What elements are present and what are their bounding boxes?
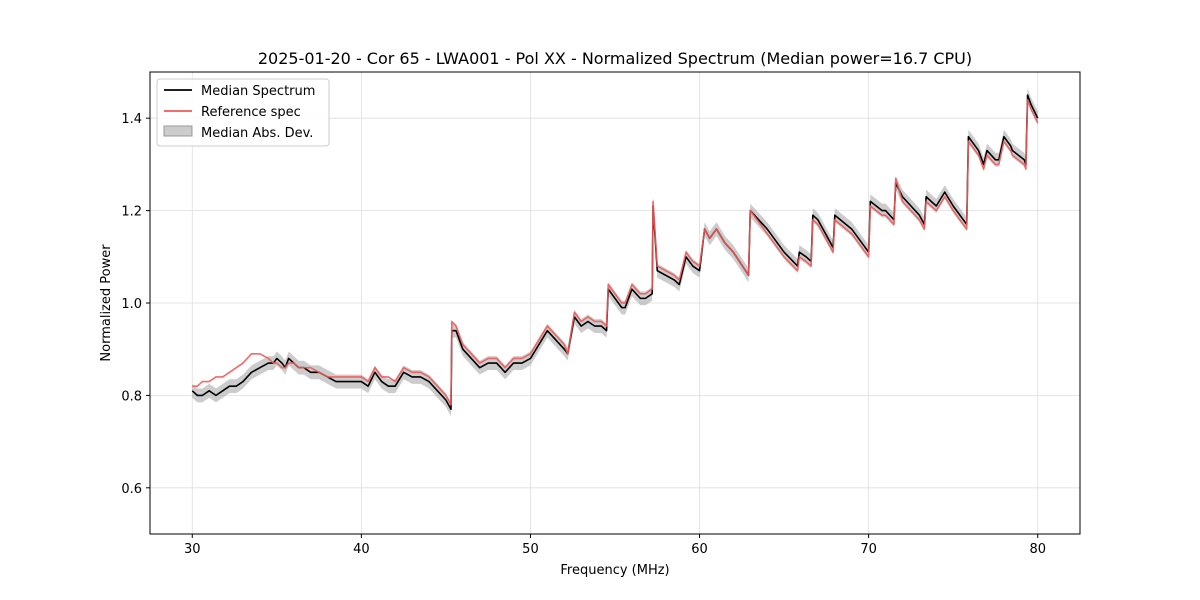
legend-label-median: Median Spectrum [201,84,315,99]
x-tick-label: 70 [860,542,877,557]
legend: Median Spectrum Reference spec Median Ab… [156,78,330,147]
x-axis-title: Frequency (MHz) [560,563,669,578]
y-tick-label: 0.8 [121,389,142,404]
x-tick-label: 40 [353,542,370,557]
x-tick-label: 30 [184,542,201,557]
legend-label-reference: Reference spec [201,105,301,120]
x-tick-label: 60 [691,542,708,557]
y-axis-title: Normalized Power [99,244,114,362]
x-tick-label: 50 [522,542,539,557]
x-tick-label: 80 [1029,542,1046,557]
y-tick-label: 1.4 [121,112,142,127]
y-tick-label: 1.0 [121,297,142,312]
series-lines [191,94,1039,411]
reference-spec-line [192,98,1039,406]
y-tick-label: 0.6 [121,482,142,497]
chart-title: 2025-01-20 - Cor 65 - LWA001 - Pol XX - … [258,49,972,68]
legend-swatch-mad [163,125,193,137]
legend-box [156,78,330,147]
axis-ticks: 30 40 50 60 70 80 0.6 0.8 1.0 1.2 1.4 [121,112,1046,557]
legend-label-mad: Median Abs. Dev. [201,126,313,141]
y-tick-label: 1.2 [121,205,142,220]
